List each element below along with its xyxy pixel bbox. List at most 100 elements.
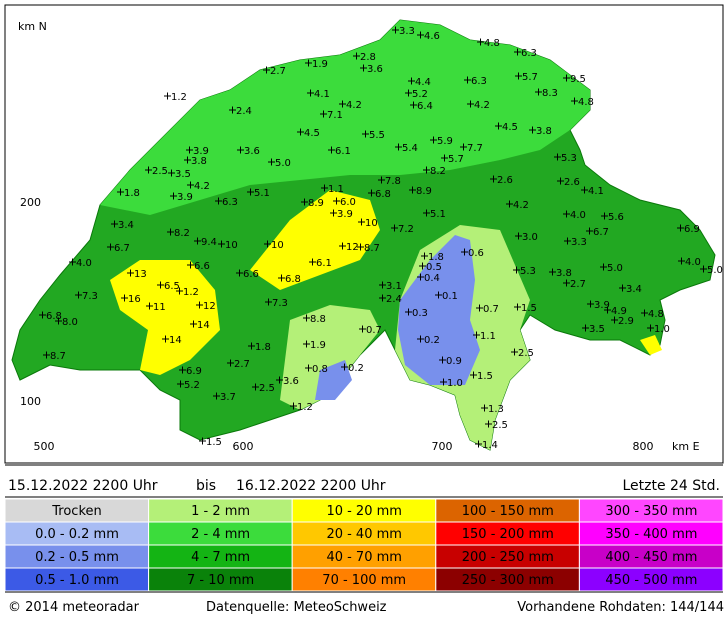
station-value: 3.9 (337, 209, 353, 220)
heavy-rain-area (110, 260, 220, 375)
legend-label: 10 - 20 mm (326, 504, 402, 519)
station-value: 7.7 (467, 143, 483, 154)
copyright: © 2014 meteoradar (8, 600, 140, 615)
station-value: 4.2 (194, 181, 210, 192)
station-marker (440, 378, 447, 386)
station-marker (475, 440, 482, 448)
station-marker (157, 281, 164, 289)
station-marker (601, 212, 608, 220)
station-value: 6.3 (521, 48, 537, 59)
station-value: 8.9 (308, 198, 324, 209)
station-value: 2.5 (152, 166, 168, 177)
station-value: 5.4 (402, 143, 418, 154)
station-value: 11 (153, 302, 166, 313)
station-marker (167, 228, 174, 236)
station-marker (194, 237, 201, 245)
station-value: 3.6 (367, 64, 383, 75)
station-marker (278, 274, 285, 282)
station-marker (581, 186, 588, 194)
station-value: 3.7 (220, 392, 236, 403)
station-marker (582, 324, 589, 332)
station-marker (75, 291, 82, 299)
station-value: 13 (134, 269, 147, 280)
station-marker (127, 269, 134, 277)
station-marker (535, 88, 542, 96)
station-marker (515, 232, 522, 240)
station-value: 5.2 (184, 380, 200, 391)
station-value: 6.1 (316, 258, 332, 269)
station-value: 3.6 (283, 376, 299, 387)
station-value: 1.1 (480, 331, 496, 342)
station-value: 3.3 (571, 237, 587, 248)
station-marker (190, 320, 197, 328)
station-value: 1.5 (206, 437, 222, 448)
station-marker (470, 371, 477, 379)
station-value: 0.2 (348, 363, 364, 374)
station-value: 6.7 (593, 227, 609, 238)
legend-label: 4 - 7 mm (191, 550, 250, 565)
station-value: 6.0 (340, 197, 356, 208)
station-marker (417, 335, 424, 343)
station-value: 1.9 (310, 340, 326, 351)
station-value: 0.8 (312, 364, 328, 375)
station-marker (177, 380, 184, 388)
station-marker (330, 209, 337, 217)
station-marker (571, 97, 578, 105)
legend-label: Trocken (51, 504, 102, 519)
drizzle-area (315, 360, 352, 400)
station-value: 5.1 (430, 209, 446, 220)
heavy-rain-area (250, 190, 380, 290)
station-value: 2.4 (386, 294, 402, 305)
station-value: 4.2 (346, 100, 362, 111)
station-value: 4.1 (588, 186, 604, 197)
station-marker (187, 261, 194, 269)
light-rain-area (100, 20, 590, 215)
station-marker (186, 146, 193, 154)
station-value: 0.9 (446, 356, 462, 367)
station-marker (263, 66, 270, 74)
station-marker (218, 240, 225, 248)
station-marker (405, 308, 412, 316)
station-value: 3.9 (177, 192, 193, 203)
station-marker (162, 335, 169, 343)
station-marker (339, 100, 346, 108)
station-marker (43, 351, 50, 359)
station-value: 7.3 (82, 291, 98, 302)
station-value: 3.0 (522, 232, 538, 243)
station-value: 1.8 (255, 342, 271, 353)
x-label: 500 (34, 440, 55, 453)
station-value: 4.9 (611, 306, 627, 317)
station-value: 2.7 (570, 279, 586, 290)
station-value: 1.3 (488, 404, 504, 415)
station-marker (353, 52, 360, 60)
station-marker (303, 340, 310, 348)
north-label: km N (18, 20, 47, 33)
x-label: 800 (633, 440, 654, 453)
station-marker (362, 130, 369, 138)
station-marker (69, 258, 76, 266)
station-marker (495, 122, 502, 130)
station-value: 2.6 (564, 177, 580, 188)
station-value: 0.5 (426, 262, 442, 273)
legend-swatch (578, 567, 724, 592)
station-marker (564, 237, 571, 245)
very-light-rain-area (280, 305, 380, 410)
station-value: 3.1 (386, 281, 402, 292)
y-label: 200 (20, 196, 41, 209)
station-marker (611, 316, 618, 324)
station-marker (395, 143, 402, 151)
station-value: 3.9 (594, 300, 610, 311)
station-value: 1.1 (328, 184, 344, 195)
station-value: 0.4 (424, 273, 440, 284)
legend-label: 7 - 10 mm (187, 573, 254, 588)
station-value: 3.4 (626, 284, 642, 295)
station-marker (417, 273, 424, 281)
station-value: 5.0 (275, 158, 291, 169)
station-marker (430, 136, 437, 144)
station-marker (677, 224, 684, 232)
station-marker (477, 38, 484, 46)
station-value: 6.9 (186, 366, 202, 377)
station-marker (511, 348, 518, 356)
station-marker (460, 143, 467, 151)
